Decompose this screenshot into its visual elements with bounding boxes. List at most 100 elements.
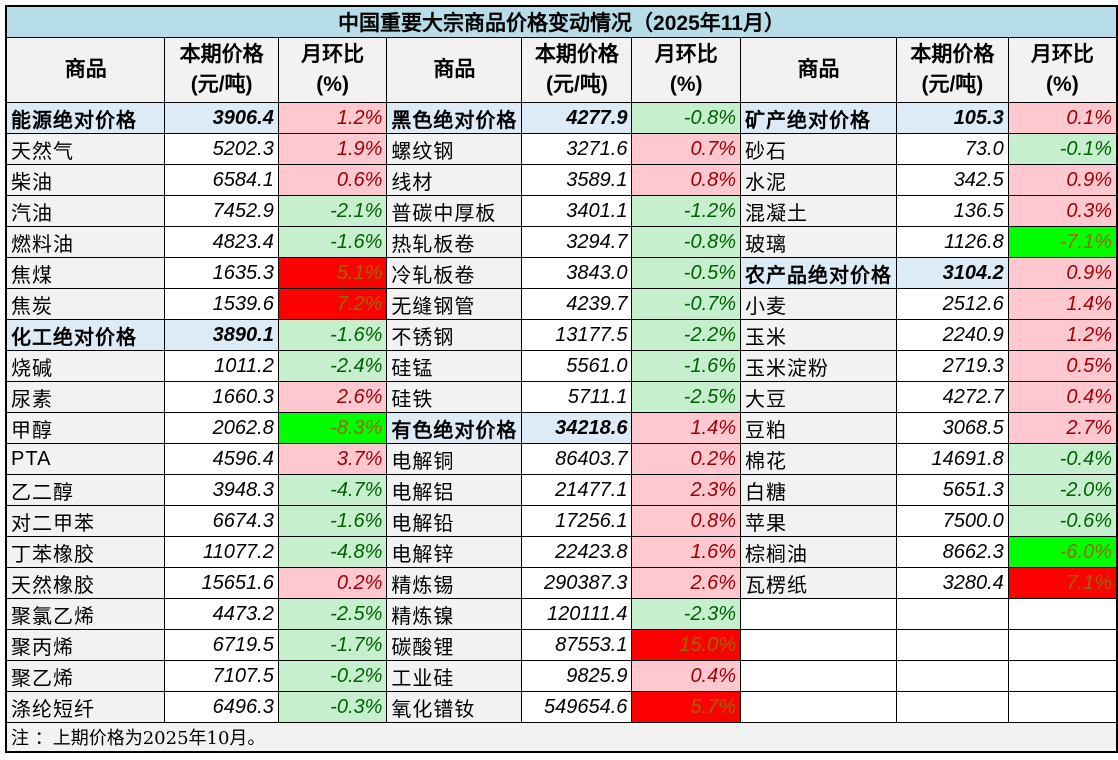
commodity-name[interactable]: 矿产绝对价格	[740, 102, 898, 134]
current-price[interactable]: 3589.1	[521, 164, 633, 196]
mom-change[interactable]: -2.5%	[277, 598, 388, 630]
commodity-name[interactable]: 聚氯乙烯	[5, 598, 166, 630]
mom-change[interactable]: 7.2%	[277, 288, 388, 320]
current-price[interactable]: 1635.3	[164, 257, 279, 289]
current-price[interactable]: 3401.1	[521, 195, 633, 227]
current-price[interactable]: 4473.2	[164, 598, 279, 630]
commodity-name[interactable]: 尿素	[5, 381, 166, 413]
mom-change[interactable]: 1.2%	[277, 102, 388, 134]
commodity-name[interactable]: 柴油	[5, 164, 166, 196]
commodity-name[interactable]: 有色绝对价格	[386, 412, 523, 444]
mom-change[interactable]: 0.3%	[1007, 195, 1118, 227]
empty-cell[interactable]	[740, 598, 898, 630]
current-price[interactable]: 87553.1	[521, 629, 633, 661]
empty-cell[interactable]	[740, 691, 898, 723]
commodity-name[interactable]: 不锈钢	[386, 319, 523, 351]
commodity-name[interactable]: 碳酸锂	[386, 629, 523, 661]
current-price[interactable]: 7500.0	[896, 505, 1009, 537]
commodity-name[interactable]: 螺纹钢	[386, 133, 523, 165]
current-price[interactable]: 6584.1	[164, 164, 279, 196]
mom-change[interactable]: 1.9%	[277, 133, 388, 165]
current-price[interactable]: 136.5	[896, 195, 1009, 227]
empty-cell[interactable]	[896, 598, 1009, 630]
commodity-name[interactable]: 汽油	[5, 195, 166, 227]
current-price[interactable]: 13177.5	[521, 319, 633, 351]
current-price[interactable]: 1539.6	[164, 288, 279, 320]
commodity-name[interactable]: 焦炭	[5, 288, 166, 320]
header-commodity[interactable]: 商品	[386, 37, 523, 103]
current-price[interactable]: 17256.1	[521, 505, 633, 537]
commodity-name[interactable]: 线材	[386, 164, 523, 196]
mom-change[interactable]: 5.7%	[631, 691, 742, 723]
current-price[interactable]: 6719.5	[164, 629, 279, 661]
mom-change[interactable]: -0.4%	[1007, 443, 1118, 475]
current-price[interactable]: 1126.8	[896, 226, 1009, 258]
commodity-name[interactable]: 棉花	[740, 443, 898, 475]
current-price[interactable]: 2240.9	[896, 319, 1009, 351]
mom-change[interactable]: -2.2%	[631, 319, 742, 351]
mom-change[interactable]: -2.1%	[277, 195, 388, 227]
current-price[interactable]: 3906.4	[164, 102, 279, 134]
mom-change[interactable]: -8.3%	[277, 412, 388, 444]
current-price[interactable]: 5651.3	[896, 474, 1009, 506]
mom-change[interactable]: -2.5%	[631, 381, 742, 413]
mom-change[interactable]: -0.8%	[631, 102, 742, 134]
mom-change[interactable]: -2.3%	[631, 598, 742, 630]
commodity-name[interactable]: 氧化镨钕	[386, 691, 523, 723]
commodity-name[interactable]: 对二甲苯	[5, 505, 166, 537]
commodity-name[interactable]: 无缝钢管	[386, 288, 523, 320]
commodity-name[interactable]: 燃料油	[5, 226, 166, 258]
current-price[interactable]: 120111.4	[521, 598, 633, 630]
current-price[interactable]: 5202.3	[164, 133, 279, 165]
current-price[interactable]: 1011.2	[164, 350, 279, 382]
mom-change[interactable]: 3.7%	[277, 443, 388, 475]
current-price[interactable]: 105.3	[896, 102, 1009, 134]
current-price[interactable]: 86403.7	[521, 443, 633, 475]
mom-change[interactable]: -1.7%	[277, 629, 388, 661]
current-price[interactable]: 7452.9	[164, 195, 279, 227]
mom-change[interactable]: -1.6%	[277, 226, 388, 258]
current-price[interactable]: 290387.3	[521, 567, 633, 599]
commodity-name[interactable]: 黑色绝对价格	[386, 102, 523, 134]
commodity-name[interactable]: 砂石	[740, 133, 898, 165]
commodity-name[interactable]: 玉米淀粉	[740, 350, 898, 382]
current-price[interactable]: 15651.6	[164, 567, 279, 599]
header-price[interactable]: 本期价格 (元/吨)	[521, 37, 633, 103]
current-price[interactable]: 34218.6	[521, 412, 633, 444]
empty-cell[interactable]	[896, 660, 1009, 692]
mom-change[interactable]: 0.6%	[277, 164, 388, 196]
mom-change[interactable]: 0.8%	[631, 505, 742, 537]
commodity-name[interactable]: 天然橡胶	[5, 567, 166, 599]
current-price[interactable]: 3280.4	[896, 567, 1009, 599]
commodity-name[interactable]: 焦煤	[5, 257, 166, 289]
commodity-name[interactable]: 工业硅	[386, 660, 523, 692]
current-price[interactable]: 549654.6	[521, 691, 633, 723]
empty-cell[interactable]	[740, 629, 898, 661]
commodity-name[interactable]: 精炼镍	[386, 598, 523, 630]
commodity-name[interactable]: 电解铜	[386, 443, 523, 475]
mom-change[interactable]: 15.0%	[631, 629, 742, 661]
mom-change[interactable]: 0.1%	[1007, 102, 1118, 134]
commodity-name[interactable]: 水泥	[740, 164, 898, 196]
commodity-name[interactable]: 电解铝	[386, 474, 523, 506]
mom-change[interactable]: -0.1%	[1007, 133, 1118, 165]
header-commodity[interactable]: 商品	[5, 37, 166, 103]
commodity-name[interactable]: 精炼锡	[386, 567, 523, 599]
mom-change[interactable]: -4.7%	[277, 474, 388, 506]
commodity-name[interactable]: 小麦	[740, 288, 898, 320]
mom-change[interactable]: 0.2%	[277, 567, 388, 599]
mom-change[interactable]: -1.6%	[631, 350, 742, 382]
current-price[interactable]: 5561.0	[521, 350, 633, 382]
current-price[interactable]: 342.5	[896, 164, 1009, 196]
commodity-name[interactable]: 白糖	[740, 474, 898, 506]
table-title[interactable]: 中国重要大宗商品价格变动情况（2025年11月）	[5, 5, 1118, 38]
mom-change[interactable]: 2.3%	[631, 474, 742, 506]
mom-change[interactable]: 1.2%	[1007, 319, 1118, 351]
mom-change[interactable]: 1.4%	[631, 412, 742, 444]
commodity-name[interactable]: 乙二醇	[5, 474, 166, 506]
commodity-name[interactable]: 天然气	[5, 133, 166, 165]
commodity-name[interactable]: 化工绝对价格	[5, 319, 166, 351]
current-price[interactable]: 3948.3	[164, 474, 279, 506]
commodity-name[interactable]: 玻璃	[740, 226, 898, 258]
commodity-name[interactable]: 苹果	[740, 505, 898, 537]
